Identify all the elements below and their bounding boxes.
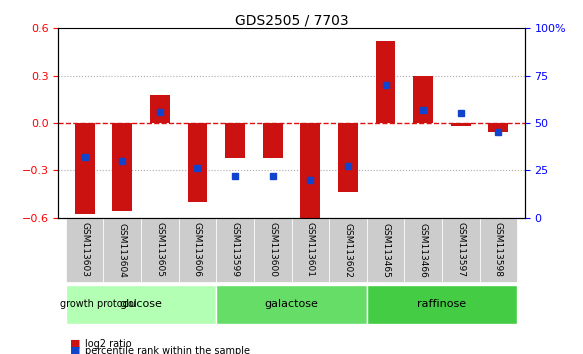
Bar [263, 123, 283, 158]
FancyBboxPatch shape [480, 218, 517, 282]
Text: GSM113605: GSM113605 [155, 222, 164, 278]
FancyBboxPatch shape [103, 218, 141, 282]
FancyBboxPatch shape [66, 218, 103, 282]
FancyBboxPatch shape [292, 218, 329, 282]
Bar [338, 123, 358, 192]
Text: GSM113603: GSM113603 [80, 222, 89, 278]
Bar [150, 95, 170, 123]
Text: GSM113606: GSM113606 [193, 222, 202, 278]
FancyBboxPatch shape [141, 218, 178, 282]
Bar [113, 123, 132, 211]
Text: ■: ■ [70, 346, 80, 354]
Text: GSM113466: GSM113466 [419, 223, 428, 278]
Text: galactose: galactose [265, 299, 318, 309]
Text: growth protocol: growth protocol [60, 299, 137, 309]
FancyBboxPatch shape [367, 285, 517, 324]
FancyBboxPatch shape [66, 285, 216, 324]
Bar [300, 123, 320, 221]
FancyBboxPatch shape [216, 218, 254, 282]
Text: log2 ratio: log2 ratio [85, 339, 131, 349]
Text: GSM113465: GSM113465 [381, 223, 390, 278]
Text: ■: ■ [70, 339, 80, 349]
Text: percentile rank within the sample: percentile rank within the sample [85, 346, 250, 354]
FancyBboxPatch shape [329, 218, 367, 282]
FancyBboxPatch shape [254, 218, 292, 282]
Text: GSM113599: GSM113599 [231, 222, 240, 278]
Bar [413, 76, 433, 123]
Title: GDS2505 / 7703: GDS2505 / 7703 [235, 13, 348, 27]
Bar [75, 123, 94, 215]
Bar [489, 123, 508, 132]
FancyBboxPatch shape [367, 218, 405, 282]
Bar [451, 123, 470, 126]
Text: GSM113602: GSM113602 [343, 223, 352, 278]
Text: GSM113601: GSM113601 [306, 222, 315, 278]
Text: glucose: glucose [120, 299, 163, 309]
Text: raffinose: raffinose [417, 299, 466, 309]
Text: GSM113598: GSM113598 [494, 222, 503, 278]
Text: GSM113600: GSM113600 [268, 222, 277, 278]
Text: GSM113597: GSM113597 [456, 222, 465, 278]
Bar [225, 123, 245, 158]
Bar [188, 123, 208, 202]
FancyBboxPatch shape [442, 218, 480, 282]
Bar [375, 41, 395, 123]
FancyBboxPatch shape [216, 285, 367, 324]
Text: GSM113604: GSM113604 [118, 223, 127, 278]
FancyBboxPatch shape [405, 218, 442, 282]
FancyBboxPatch shape [178, 218, 216, 282]
